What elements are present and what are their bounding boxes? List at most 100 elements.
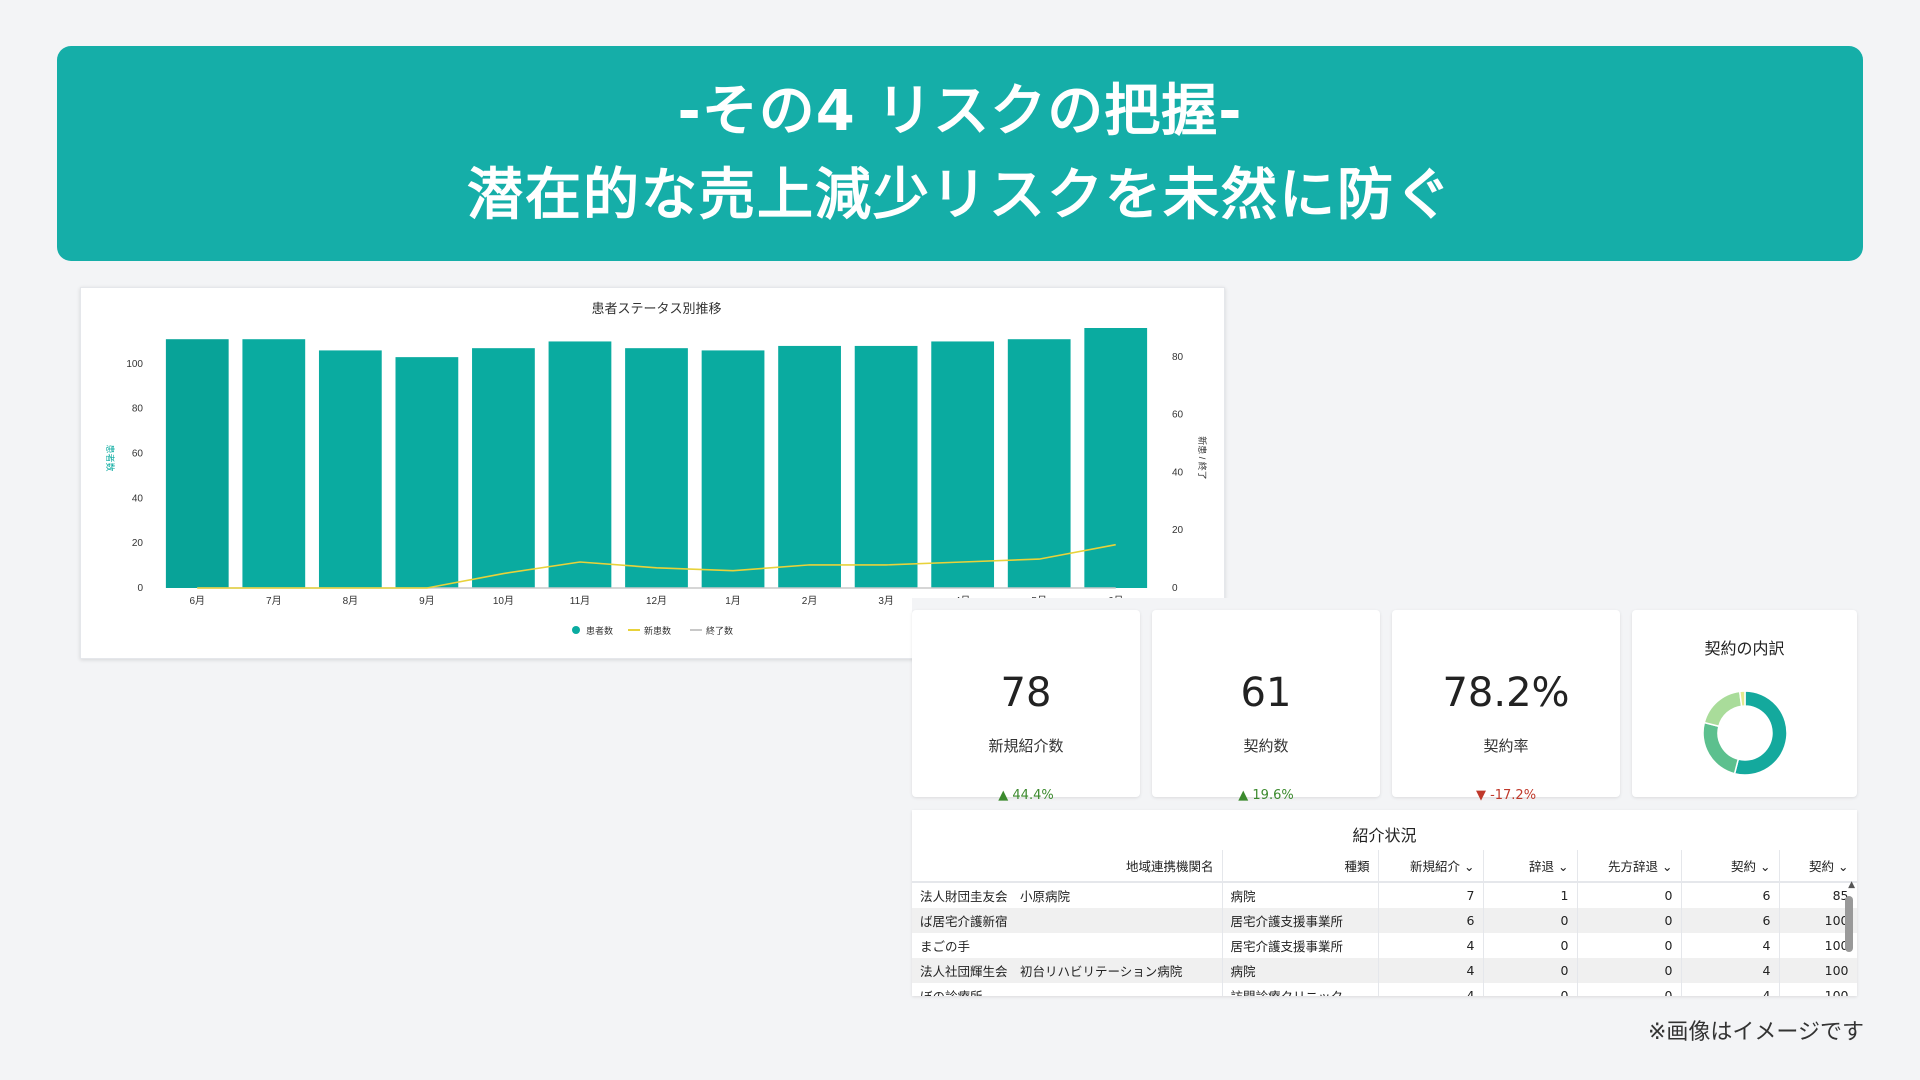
cell-new-referrals: 6 [1378,908,1484,933]
referral-status-table-card: 紹介状況 地域連携機関名 種類 新規紹介 ⌄ 辞退 ⌄ 先方辞退 ⌄ 契約 ⌄ … [912,810,1857,996]
cell-contracts: 4 [1681,958,1780,983]
kpi-card-contract-rate: 78.2% 契約率 ▼ -17.2% [1392,610,1620,803]
cell-contract-rate: 100 [1779,908,1857,933]
cell-contracts: 4 [1681,983,1780,996]
bar [931,341,995,588]
cell-declined: 1 [1483,882,1578,908]
legend-label: 患者数 [586,625,613,636]
bar [318,350,382,588]
bar [548,341,612,588]
cell-institution: 法人社団輝生会 初台リハビリテーション病院 [912,958,1223,983]
cell-new-referrals: 7 [1378,882,1484,908]
series-line [197,543,1116,589]
table-title: 紹介状況 [1352,826,1417,845]
y2-tick-label: 0 [1172,583,1178,594]
legend-label: 新患数 [644,625,671,636]
kpi-label: 新規紹介数 [988,737,1064,755]
column-header-contract-rate[interactable]: 契約 ⌄ [1779,850,1857,883]
kpi-card-contracts: 61 契約数 ▲ 19.6% [1152,610,1380,803]
bar [701,350,765,588]
cell-declined: 0 [1483,933,1578,958]
table-row[interactable]: 法人財団圭友会 小原病院 病院 7 1 0 6 85 [912,882,1857,908]
y-tick-label: 80 [132,404,144,415]
cell-type: 病院 [1222,882,1379,908]
column-header-contracts[interactable]: 契約 ⌄ [1681,850,1780,883]
y-tick-label: 40 [132,493,144,504]
column-header-declined[interactable]: 辞退 ⌄ [1483,850,1578,883]
cell-partner-declined: 0 [1577,908,1682,933]
cell-contract-rate: 100 [1779,933,1857,958]
x-tick-label: 12月 [646,595,667,607]
y2-tick-label: 80 [1172,352,1184,363]
y-tick-label: 60 [132,449,144,460]
bar [1007,339,1071,588]
x-tick-label: 11月 [570,595,590,607]
legend-marker [572,626,580,634]
donut-segment [1702,721,1740,775]
kpi-value: 78 [1000,670,1052,716]
cell-contract-rate: 85 [1779,882,1857,908]
cell-institution: 法人財団圭友会 小原病院 [912,882,1223,908]
cell-partner-declined: 0 [1577,882,1682,908]
kpi-label: 契約率 [1483,737,1529,755]
cell-type: 訪問診療クリニック [1222,983,1379,996]
kpi-change: ▲ 19.6% [1238,788,1294,803]
kpi-card-new-referrals: 78 新規紹介数 ▲ 44.4% [912,610,1140,803]
donut-segment [1703,690,1743,728]
bar [854,345,918,588]
column-header-new-referrals[interactable]: 新規紹介 ⌄ [1378,850,1484,883]
cell-partner-declined: 0 [1577,958,1682,983]
bar [395,357,459,588]
column-header-partner-declined[interactable]: 先方辞退 ⌄ [1577,850,1682,883]
y-tick-label: 100 [126,359,143,370]
cell-declined: 0 [1483,958,1578,983]
table-row[interactable]: まごの手 居宅介護支援事業所 4 0 0 4 100 [912,933,1857,958]
cell-type: 居宅介護支援事業所 [1222,908,1379,933]
table-row[interactable]: ぼの診療所 訪問診療クリニック 4 0 0 4 100 [912,983,1857,996]
x-tick-label: 9月 [419,595,435,607]
kpi-change: ▼ -17.2% [1475,788,1537,803]
cell-new-referrals: 4 [1378,958,1484,983]
referral-dashboard: 78 新規紹介数 ▲ 44.4% 61 契約数 ▲ 19.6% 78.2% 契約… [912,598,1864,996]
cell-contract-rate: 100 [1779,958,1857,983]
y-tick-label: 0 [137,583,143,594]
y2-axis-label: 新患 / 終了 [1197,436,1208,480]
donut-chart [1702,690,1788,776]
image-disclaimer: ※画像はイメージです [1648,1020,1864,1045]
x-tick-label: 2月 [802,595,818,607]
kpi-value: 78.2% [1442,670,1570,716]
x-tick-label: 10月 [493,595,514,607]
bar [165,339,229,588]
y-tick-label: 20 [132,538,144,549]
bar [1084,328,1148,588]
banner-title-line2: 潜在的な売上減少リスクを未然に防ぐ [467,162,1453,228]
cell-contract-rate: 100 [1779,983,1857,996]
banner-title-line1: -その4 リスクの把握- [677,78,1243,144]
cell-new-referrals: 4 [1378,983,1484,996]
cell-partner-declined: 0 [1577,983,1682,996]
column-header-type[interactable]: 種類 [1222,850,1379,883]
table-header-row: 地域連携機関名 種類 新規紹介 ⌄ 辞退 ⌄ 先方辞退 ⌄ 契約 ⌄ 契約 ⌄ [912,850,1857,883]
cell-contracts: 6 [1681,908,1780,933]
title-banner: -その4 リスクの把握- 潜在的な売上減少リスクを未然に防ぐ [57,46,1863,261]
table-scrollbar[interactable] [1845,896,1853,952]
bar [472,348,535,588]
cell-declined: 0 [1483,983,1578,996]
kpi-label: 契約数 [1243,737,1289,755]
y-axis-label: 患者数 [105,444,116,471]
cell-contracts: 6 [1681,882,1780,908]
bar [625,348,688,588]
donut-segment [1733,690,1788,776]
cell-type: 病院 [1222,958,1379,983]
scroll-up-arrow-icon[interactable]: ▲ [1848,880,1855,890]
table-row[interactable]: ば居宅介護新宿 居宅介護支援事業所 6 0 0 6 100 [912,908,1857,933]
referral-table: 地域連携機関名 種類 新規紹介 ⌄ 辞退 ⌄ 先方辞退 ⌄ 契約 ⌄ 契約 ⌄ … [912,850,1857,996]
column-header-institution[interactable]: 地域連携機関名 [912,850,1223,883]
contract-breakdown-card: 契約の内訳 [1632,610,1857,797]
legend-label: 終了数 [706,625,733,636]
x-tick-label: 7月 [266,595,282,607]
table-row[interactable]: 法人社団輝生会 初台リハビリテーション病院 病院 4 0 0 4 100 [912,958,1857,983]
patient-status-chart: 患者ステータス別推移 0 20 40 60 80 100 0 20 40 60 80 患者数 新患 / 終… [80,287,1225,659]
chart-title: 患者ステータス別推移 [591,301,721,316]
kpi-change: ▲ 44.4% [998,788,1054,803]
